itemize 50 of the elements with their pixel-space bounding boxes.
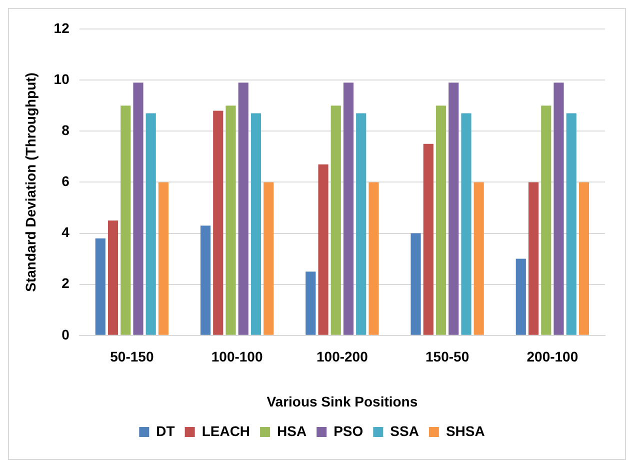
bar (578, 182, 590, 335)
bar (566, 113, 576, 335)
bar (516, 258, 526, 335)
bar (356, 113, 366, 335)
bar (108, 220, 118, 335)
bar (461, 113, 472, 335)
y-tick-label: 0 (62, 326, 70, 342)
bar (264, 182, 274, 335)
legend-label: HSA (277, 422, 307, 439)
x-tick-label: 150-50 (426, 348, 470, 365)
bar (158, 182, 169, 335)
y-tick-label: 8 (62, 122, 70, 138)
bar (474, 182, 484, 335)
legend-label: PSO (334, 422, 364, 439)
y-tick-label: 6 (62, 173, 70, 190)
bar (95, 238, 106, 335)
bar (368, 182, 379, 335)
bar (146, 113, 156, 335)
x-tick-label: 100-200 (316, 348, 368, 365)
x-tick-label: 50-150 (110, 348, 154, 365)
bar (448, 82, 459, 335)
x-tick-label: 100-100 (211, 348, 263, 365)
bar (423, 144, 434, 335)
bar (200, 226, 211, 335)
bar (436, 106, 446, 335)
legend-label: LEACH (202, 422, 250, 439)
y-axis-title: Standard Deviation (Throughput) (22, 72, 38, 292)
y-tick-label: 12 (54, 20, 70, 36)
bar (410, 233, 421, 335)
bar (541, 106, 552, 335)
bar (226, 106, 236, 335)
y-tick-label: 2 (62, 275, 70, 292)
bar (120, 106, 131, 335)
y-tick-label: 10 (54, 70, 70, 87)
legend-label: DT (156, 422, 176, 439)
bar (528, 182, 539, 335)
y-tick-label: 4 (62, 224, 70, 240)
bar (318, 164, 328, 335)
legend-label: SSA (390, 422, 419, 439)
bar (133, 82, 144, 335)
bar (250, 113, 262, 335)
bar (330, 106, 341, 335)
x-tick-label: 200-100 (526, 348, 578, 365)
bar (343, 82, 354, 335)
legend-label: SHSA (446, 422, 485, 439)
bar (306, 272, 316, 335)
bar (554, 82, 564, 335)
bar (213, 110, 224, 335)
bar (238, 82, 248, 335)
x-axis-title: Various Sink Positions (266, 393, 418, 410)
